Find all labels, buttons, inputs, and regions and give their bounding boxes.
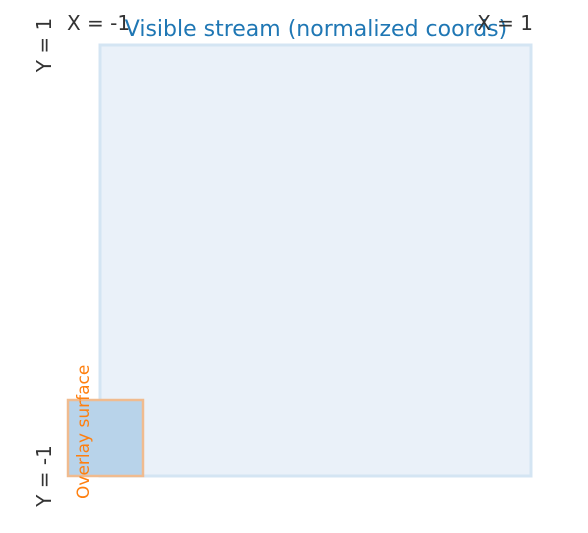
stream-title: Visible stream (normalized coords) <box>125 17 507 42</box>
y-max-label: Y = 1 <box>32 18 56 73</box>
y-min-label: Y = -1 <box>32 445 56 508</box>
visible-stream-region <box>98 43 533 478</box>
overlay-surface-region <box>66 398 145 478</box>
x-max-label: X = 1 <box>477 11 533 35</box>
overlay-surface-label: Overlay surface <box>74 365 94 499</box>
x-min-label: X = -1 <box>67 11 130 35</box>
